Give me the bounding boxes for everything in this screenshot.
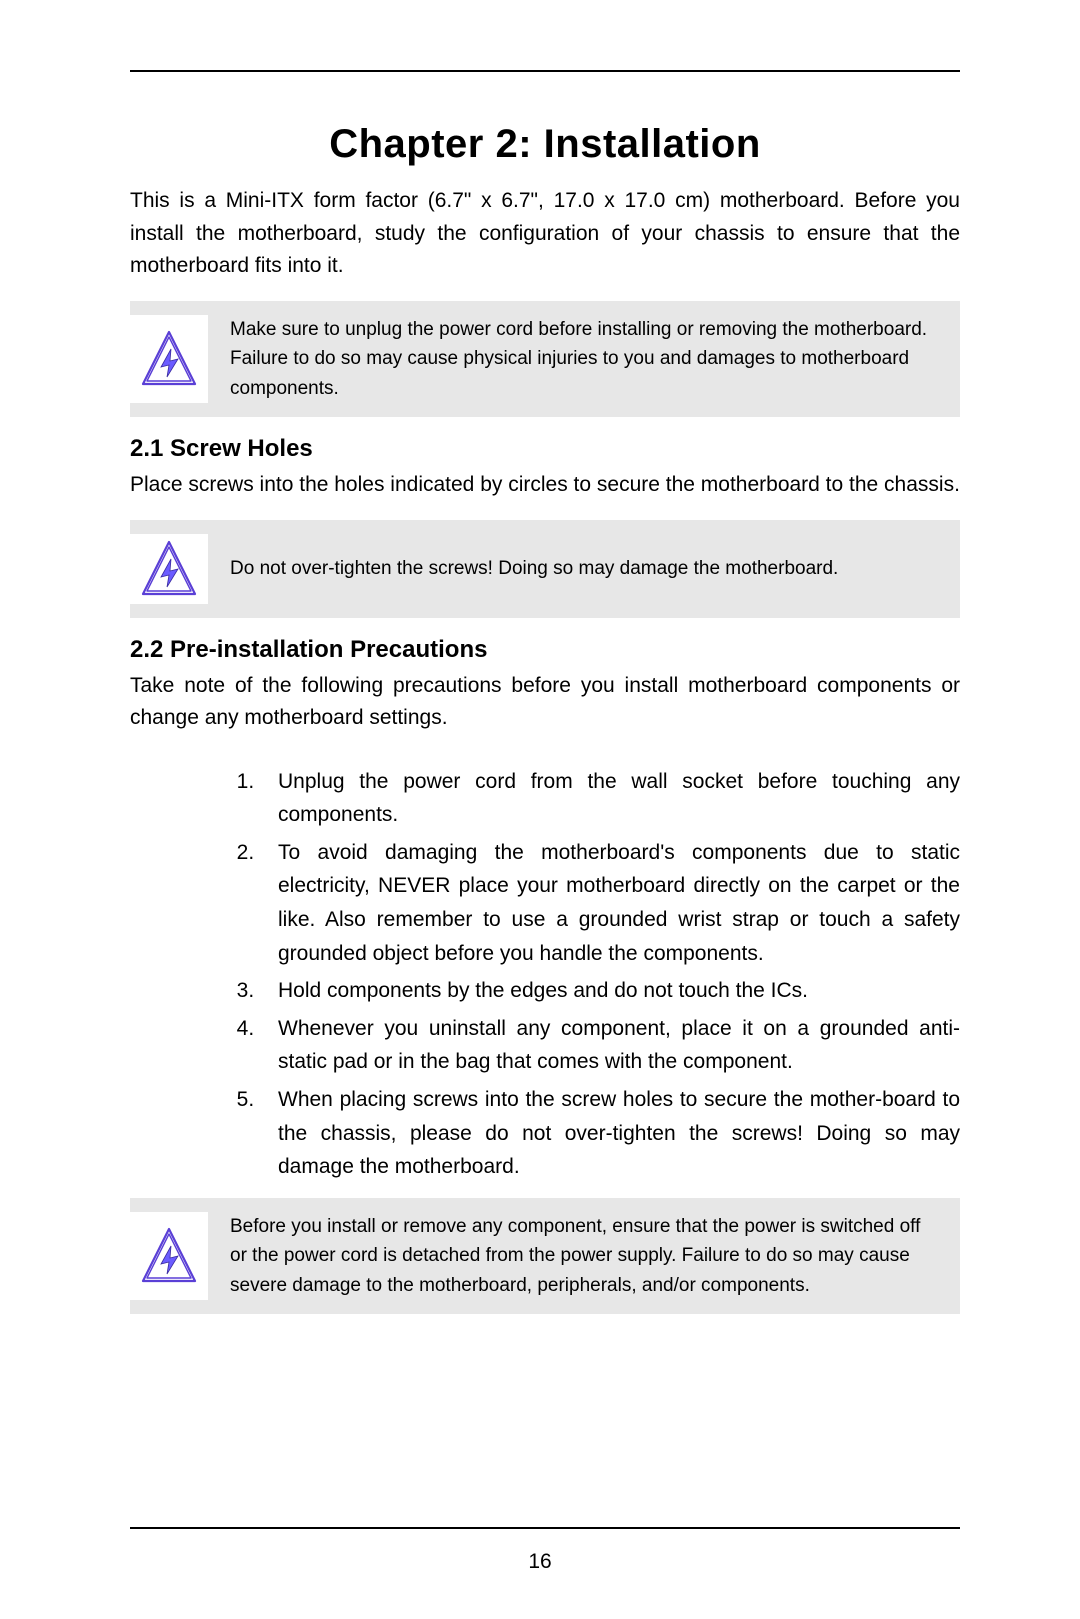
warning-icon <box>130 315 208 403</box>
warning-callout-power-switch: Before you install or remove any compone… <box>130 1198 960 1314</box>
list-item: Hold components by the edges and do not … <box>260 974 960 1008</box>
callout-text: Do not over-tighten the screws! Doing so… <box>230 554 942 583</box>
bottom-horizontal-rule <box>130 1527 960 1529</box>
warning-callout-over-tighten: Do not over-tighten the screws! Doing so… <box>130 520 960 618</box>
chapter-title: Chapter 2: Installation <box>130 122 960 167</box>
list-item: Unplug the power cord from the wall sock… <box>260 765 960 832</box>
callout-text: Make sure to unplug the power cord befor… <box>230 315 942 403</box>
top-horizontal-rule <box>130 70 960 72</box>
callout-text: Before you install or remove any compone… <box>230 1212 942 1300</box>
warning-icon <box>130 534 208 604</box>
section-text-screw-holes: Place screws into the holes indicated by… <box>130 469 960 502</box>
intro-paragraph: This is a Mini-ITX form factor (6.7" x 6… <box>130 185 960 283</box>
warning-icon <box>130 1212 208 1300</box>
list-item: To avoid damaging the motherboard's comp… <box>260 836 960 970</box>
document-page: Chapter 2: Installation This is a Mini-I… <box>0 0 1080 1619</box>
list-item: Whenever you uninstall any component, pl… <box>260 1012 960 1079</box>
warning-callout-power-cord: Make sure to unplug the power cord befor… <box>130 301 960 417</box>
list-item: When placing screws into the screw holes… <box>260 1083 960 1184</box>
page-number: 16 <box>0 1550 1080 1574</box>
precautions-list: Unplug the power cord from the wall sock… <box>200 765 960 1184</box>
section-text-precautions: Take note of the following precautions b… <box>130 670 960 735</box>
section-heading-screw-holes: 2.1 Screw Holes <box>130 435 960 463</box>
section-heading-precautions: 2.2 Pre-installation Precautions <box>130 636 960 664</box>
